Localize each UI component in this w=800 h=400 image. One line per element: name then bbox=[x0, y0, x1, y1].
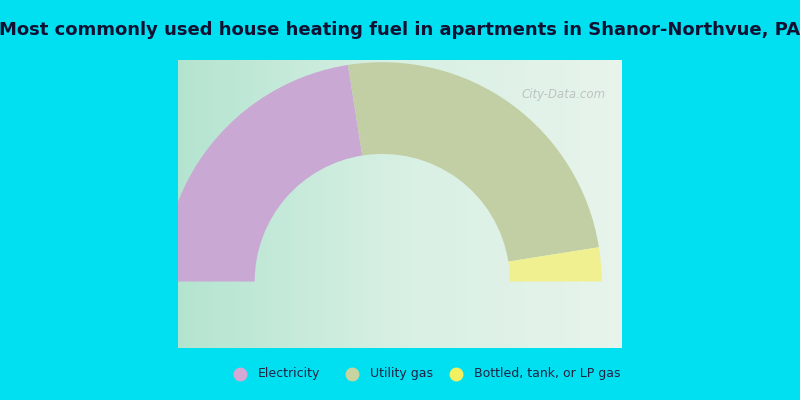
Wedge shape bbox=[508, 247, 602, 282]
Text: City-Data.com: City-Data.com bbox=[522, 88, 606, 101]
Text: Utility gas: Utility gas bbox=[370, 368, 433, 380]
Wedge shape bbox=[348, 62, 599, 262]
Text: Electricity: Electricity bbox=[258, 368, 320, 380]
Wedge shape bbox=[163, 65, 362, 282]
Text: Bottled, tank, or LP gas: Bottled, tank, or LP gas bbox=[474, 368, 620, 380]
Text: Most commonly used house heating fuel in apartments in Shanor-Northvue, PA: Most commonly used house heating fuel in… bbox=[0, 21, 800, 39]
